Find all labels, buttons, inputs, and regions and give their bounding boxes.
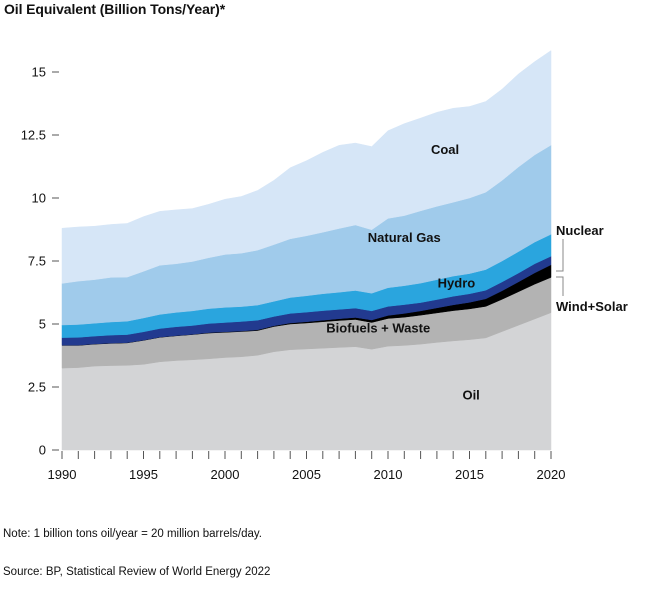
source-note: Source: BP, Statistical Review of World … <box>3 566 271 578</box>
x-tick-label: 2010 <box>374 467 403 482</box>
area-coal <box>61 50 552 284</box>
x-tick-label: 2000 <box>211 467 240 482</box>
x-axis: 1990 1995 2000 2005 2010 2015 2020 <box>48 451 566 482</box>
chart-title: Oil Equivalent (Billion Tons/Year)* <box>4 1 226 17</box>
label-oil: Oil <box>462 388 479 403</box>
label-wind-solar: Wind+Solar <box>556 299 628 314</box>
y-tick-label: 10 <box>32 191 46 206</box>
unit-note: Note: 1 billion tons oil/year = 20 milli… <box>3 528 262 540</box>
y-tick-label: 15 <box>32 65 46 80</box>
x-tick-label: 2005 <box>292 467 321 482</box>
y-tick-label: 12.5 <box>21 128 46 143</box>
label-nuclear: Nuclear <box>556 223 604 238</box>
x-tick-label: 1990 <box>48 467 77 482</box>
label-coal: Coal <box>431 142 459 157</box>
x-tick-label: 2015 <box>455 467 484 482</box>
series-labels: Oil Biofuels + Waste Hydro Natural Gas Coal N… <box>326 142 627 403</box>
label-hydro: Hydro <box>438 275 476 290</box>
label-natural-gas: Natural Gas <box>368 230 441 245</box>
label-biofuels-waste: Biofuels + Waste <box>326 321 430 336</box>
y-tick-label: 7.5 <box>28 254 46 269</box>
y-axis: 0 2.5 5 7.5 10 12.5 15 <box>21 65 59 458</box>
wind-solar-leader-line <box>556 276 564 296</box>
x-tick-label: 1995 <box>129 467 158 482</box>
y-tick-label: 5 <box>39 317 46 332</box>
stacked-area-chart: 0 2.5 5 7.5 10 12.5 15 1990 1995 2000 2005 2010 201… <box>21 50 628 482</box>
y-tick-label: 2.5 <box>28 380 46 395</box>
y-tick-label: 0 <box>39 443 46 458</box>
x-tick-label: 2020 <box>537 467 566 482</box>
nuclear-leader-line <box>556 239 564 272</box>
area-layers <box>61 50 552 451</box>
